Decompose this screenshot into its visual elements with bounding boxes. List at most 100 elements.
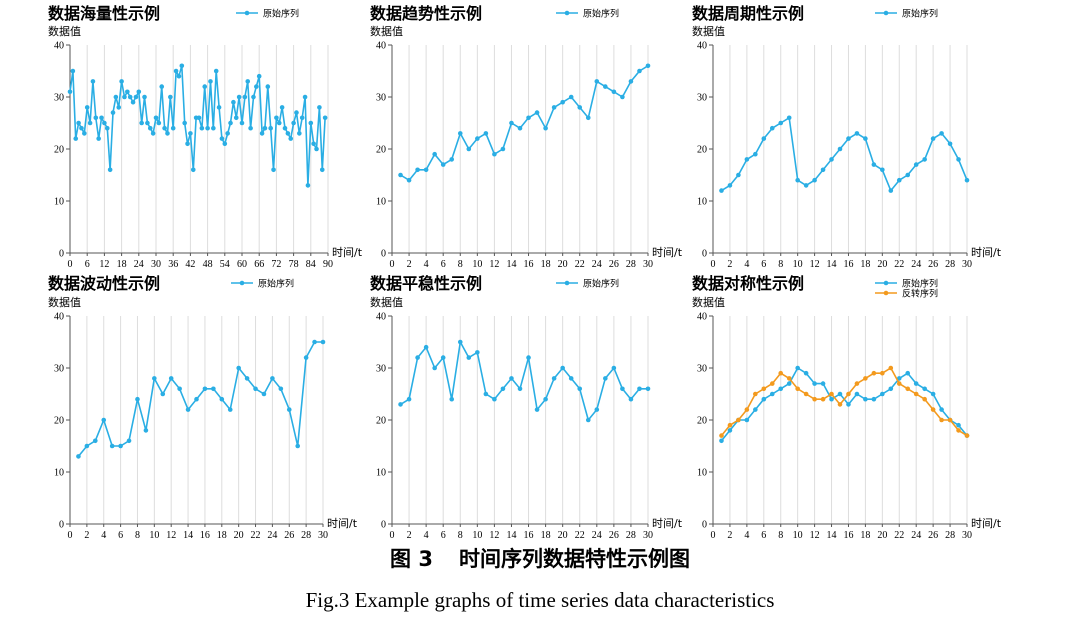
data-point xyxy=(199,125,205,131)
series-line-1 xyxy=(77,341,323,457)
data-point xyxy=(543,396,548,402)
x-tick-label: 16 xyxy=(524,259,534,270)
data-point xyxy=(905,172,911,178)
data-point xyxy=(812,381,817,386)
data-point xyxy=(225,131,230,136)
data-point xyxy=(288,136,294,141)
data-point xyxy=(145,120,150,126)
x-tick-label: 20 xyxy=(558,259,568,270)
x-tick-label: 2 xyxy=(727,259,732,270)
data-point xyxy=(182,120,187,126)
y-tick-label: 30 xyxy=(54,364,64,375)
data-point xyxy=(236,365,241,371)
data-point xyxy=(93,115,99,121)
data-point xyxy=(216,105,222,110)
x-tick-label: 22 xyxy=(894,530,904,541)
data-point xyxy=(812,396,817,402)
x-tick-label: 18 xyxy=(217,530,227,541)
x-tick-label: 12 xyxy=(489,259,499,270)
x-tick-label: 18 xyxy=(541,530,551,541)
x-tick-label: 24 xyxy=(267,530,277,541)
x-tick-label: 6 xyxy=(441,259,446,270)
data-point xyxy=(753,407,758,412)
data-point xyxy=(254,84,259,89)
x-tick-label: 18 xyxy=(860,530,870,541)
data-point xyxy=(274,115,279,121)
x-tick-label: 6 xyxy=(118,530,123,541)
x-tick-label: 2 xyxy=(727,530,732,541)
data-point xyxy=(173,68,179,74)
data-point xyxy=(76,454,81,459)
data-point xyxy=(262,125,268,131)
data-point xyxy=(196,115,202,121)
chart-title: 数据趋势性示例 xyxy=(370,4,482,23)
x-axis-label: 时间/t xyxy=(332,246,363,259)
data-point xyxy=(719,438,724,444)
y-tick-label: 0 xyxy=(59,520,64,531)
data-point xyxy=(880,167,885,173)
x-tick-label: 48 xyxy=(203,259,213,270)
chart-title: 数据平稳性示例 xyxy=(370,274,482,293)
data-point xyxy=(594,79,600,84)
data-point xyxy=(84,105,90,110)
x-tick-label: 8 xyxy=(458,259,463,270)
data-point xyxy=(259,131,265,136)
y-axis-label: 数据值 xyxy=(370,24,403,38)
data-point xyxy=(147,125,153,131)
data-point xyxy=(135,396,140,402)
y-tick-label: 40 xyxy=(376,41,386,52)
data-point xyxy=(253,386,258,392)
data-point xyxy=(719,188,724,193)
data-point xyxy=(526,115,531,121)
series-line-1 xyxy=(400,65,649,181)
data-point xyxy=(727,422,733,428)
data-point xyxy=(466,355,472,360)
y-tick-label: 40 xyxy=(376,312,386,323)
data-point xyxy=(880,370,885,376)
data-point xyxy=(795,365,800,371)
y-tick-label: 20 xyxy=(697,416,707,427)
data-point xyxy=(888,365,894,371)
x-tick-label: 72 xyxy=(271,259,281,270)
data-point xyxy=(268,125,273,131)
x-tick-label: 0 xyxy=(711,530,716,541)
data-point xyxy=(863,376,868,381)
data-point xyxy=(863,136,868,141)
y-tick-label: 20 xyxy=(376,416,386,427)
data-point xyxy=(956,428,961,433)
y-tick-label: 40 xyxy=(697,41,707,52)
x-tick-label: 6 xyxy=(441,530,446,541)
x-tick-label: 26 xyxy=(609,259,619,270)
data-point xyxy=(107,167,113,173)
data-point xyxy=(415,355,420,360)
data-point xyxy=(922,157,927,162)
data-point xyxy=(922,386,927,392)
data-point xyxy=(534,110,540,115)
x-tick-label: 30 xyxy=(643,259,653,270)
data-point xyxy=(113,94,119,100)
data-point xyxy=(947,417,953,423)
data-point xyxy=(228,120,233,126)
data-point xyxy=(603,84,608,89)
data-point xyxy=(939,417,944,423)
y-tick-label: 10 xyxy=(376,197,386,208)
x-axis-label: 时间/t xyxy=(652,517,683,530)
data-point xyxy=(620,386,625,392)
data-point xyxy=(888,188,894,193)
series-line-1 xyxy=(721,117,968,192)
data-point xyxy=(236,94,242,100)
data-point xyxy=(526,355,531,360)
y-tick-label: 10 xyxy=(54,197,64,208)
data-point xyxy=(492,151,497,157)
x-tick-label: 6 xyxy=(85,259,90,270)
data-point xyxy=(637,386,642,392)
data-point xyxy=(517,386,523,392)
data-point xyxy=(829,157,834,162)
data-point xyxy=(67,89,73,95)
data-point xyxy=(871,162,877,167)
data-point xyxy=(176,73,182,79)
data-point xyxy=(406,177,412,183)
data-point xyxy=(423,344,429,350)
data-point xyxy=(239,120,245,126)
